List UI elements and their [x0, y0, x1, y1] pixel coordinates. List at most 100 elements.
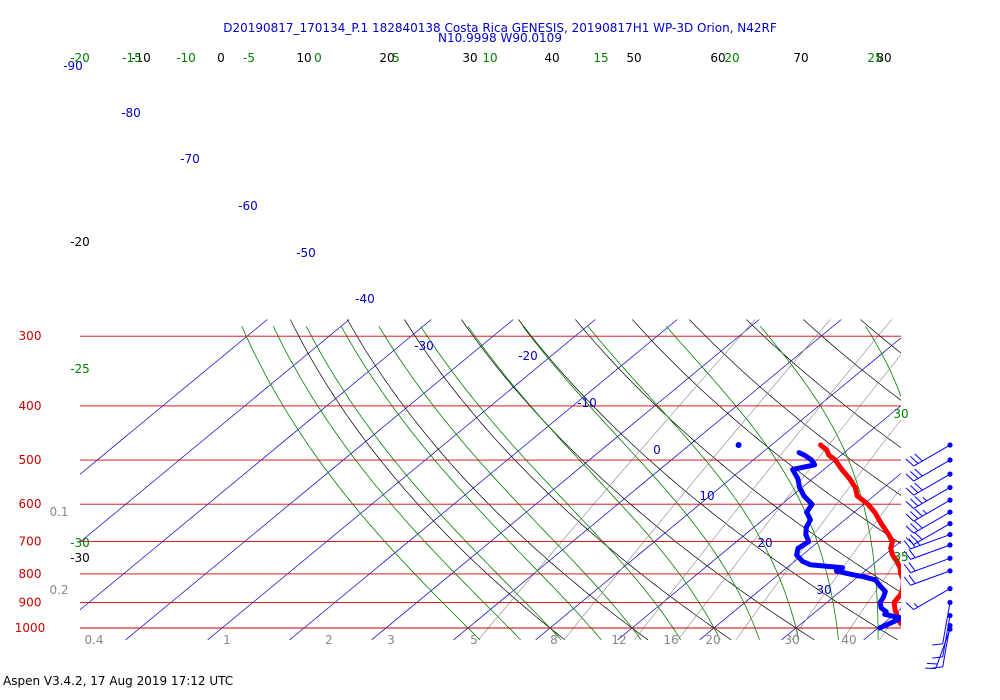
axis-labels: 3004005006007008009001000-90-80-70-60-50… — [15, 51, 909, 647]
mixing-ratio-label: 0.1 — [49, 505, 68, 519]
mixing-ratio-line — [735, 419, 901, 640]
barb-feather — [914, 468, 923, 477]
dry-adiabat-line — [803, 319, 901, 401]
barb-feather — [903, 563, 911, 573]
barb-feather — [910, 511, 919, 519]
dry-adiabat-label: 60 — [710, 51, 725, 65]
isotherm-label: 0 — [653, 443, 661, 457]
isotherm-label: -90 — [63, 59, 83, 73]
wind-barb — [905, 586, 953, 611]
pressure-label: 300 — [19, 329, 42, 343]
mixing-ratio-label: 20 — [705, 633, 720, 647]
barb-feather — [926, 662, 938, 665]
barb-feather — [910, 485, 919, 494]
isotherm-label: -60 — [238, 199, 258, 213]
barb-feather — [903, 550, 911, 560]
barb-feather — [903, 576, 911, 586]
moist-adiabat-line — [587, 326, 800, 640]
barb-feather — [910, 534, 919, 543]
moist-adiabat-label: -30 — [70, 536, 90, 550]
moist-adiabat-label: 10 — [482, 51, 497, 65]
moist-adiabat-label: -25 — [70, 362, 90, 376]
barb-station-dot — [947, 599, 953, 606]
isotherm-line — [781, 540, 901, 641]
pressure-label: 900 — [19, 595, 42, 609]
pressure-label: 1000 — [15, 621, 46, 635]
isotherm-line — [371, 319, 760, 641]
isotherm-label: -50 — [296, 246, 316, 260]
mixing-ratio-line — [909, 320, 1000, 640]
isotherm-line — [207, 319, 596, 641]
barb-feather — [905, 525, 914, 534]
wind-barb — [932, 612, 953, 659]
moist-adiabat-line — [467, 326, 721, 641]
barb-staff — [910, 557, 951, 574]
barb-staff — [913, 487, 951, 509]
mixing-ratio-line — [478, 319, 756, 640]
dewpoint-profile — [790, 450, 901, 631]
moist-adiabat-line — [340, 326, 602, 641]
barb-feather — [908, 538, 916, 548]
isotherm-label: -10 — [577, 396, 597, 410]
barb-staff — [913, 511, 951, 534]
mixing-ratio-line — [964, 320, 1000, 640]
dry-adiabat-label: -30 — [70, 551, 90, 565]
barb-station-dot — [947, 542, 953, 548]
barb-station-dot — [947, 457, 953, 463]
wind-barb — [903, 542, 953, 560]
dewpoint-point — [735, 442, 742, 449]
pressure-label: 500 — [19, 453, 42, 467]
moist-adiabat-label: -5 — [243, 51, 255, 65]
isotherm-label: -40 — [355, 292, 375, 306]
barb-station-dot — [947, 471, 953, 477]
isotherm-line — [289, 319, 678, 641]
barb-station-dot — [947, 442, 953, 448]
barb-feather — [914, 508, 923, 517]
dry-adiabat-label: 40 — [544, 51, 559, 65]
pressure-label: 700 — [19, 535, 42, 549]
barb-staff — [913, 499, 951, 522]
mixing-ratio-label: 40 — [841, 633, 856, 647]
guide-lines — [80, 319, 1000, 641]
wind-barb — [905, 509, 953, 534]
moist-adiabat-label: -20 — [70, 51, 90, 65]
moist-adiabat-label: -10 — [176, 51, 196, 65]
moist-adiabat-label: 5 — [392, 51, 400, 65]
dry-adiabat-label: 80 — [876, 51, 891, 65]
barb-feather — [932, 656, 943, 659]
moist-adiabat-line — [378, 326, 642, 641]
barb-feather — [914, 453, 923, 462]
dry-adiabat-line — [632, 319, 901, 545]
mixing-ratio-label: 1 — [223, 633, 231, 647]
dry-adiabat-label: 20 — [379, 51, 394, 65]
dry-adiabat-line — [518, 319, 898, 641]
barb-feather — [910, 523, 919, 532]
moist-adiabat-line — [958, 326, 981, 640]
moist-adiabat-label: 35 — [893, 550, 908, 564]
barb-feather — [908, 562, 916, 572]
mixing-ratio-label: 0.2 — [49, 583, 68, 597]
barb-station-dot — [947, 586, 953, 592]
barb-feather — [914, 482, 923, 491]
barb-feather — [905, 500, 914, 509]
moist-adiabat-line — [665, 326, 839, 640]
barb-feather — [905, 458, 914, 467]
wind-barb — [905, 484, 953, 509]
mixing-ratio-label: 8 — [550, 633, 558, 647]
dry-adiabat-line — [461, 319, 815, 641]
isotherm-line — [80, 319, 432, 611]
barb-feather — [905, 473, 914, 482]
barb-feather — [905, 602, 914, 610]
mixing-ratio-line — [791, 487, 901, 640]
mixing-ratio-line — [634, 319, 892, 640]
dry-adiabat-line — [746, 319, 901, 449]
footer-text: Aspen V3.4.2, 17 Aug 2019 17:12 UTC — [3, 674, 234, 688]
barb-half-feather — [922, 509, 927, 514]
mixing-ratio-label: 5 — [470, 633, 478, 647]
pressure-label: 400 — [19, 399, 42, 413]
barb-staff — [942, 615, 951, 658]
moist-adiabat-line — [522, 326, 760, 640]
mixing-ratio-label: 0.4 — [84, 633, 103, 647]
mixing-ratio-line — [842, 553, 901, 640]
